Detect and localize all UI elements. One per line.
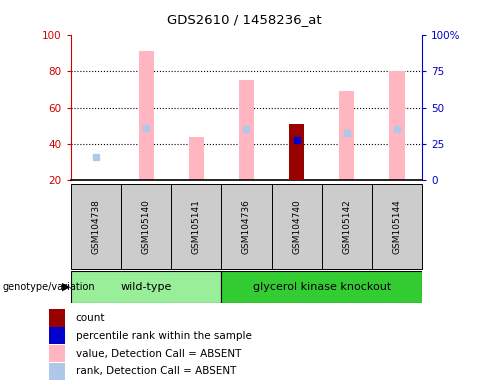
- Text: GSM104736: GSM104736: [242, 199, 251, 254]
- Text: percentile rank within the sample: percentile rank within the sample: [76, 331, 252, 341]
- Bar: [121, 184, 171, 269]
- Text: GSM105144: GSM105144: [392, 199, 402, 254]
- Bar: [222, 271, 422, 303]
- Bar: [271, 184, 322, 269]
- Text: GSM105141: GSM105141: [192, 199, 201, 254]
- Text: GSM104738: GSM104738: [91, 199, 101, 254]
- Text: GSM105142: GSM105142: [342, 199, 351, 254]
- Bar: [49, 363, 65, 380]
- Bar: [49, 345, 65, 362]
- Text: GDS2610 / 1458236_at: GDS2610 / 1458236_at: [167, 13, 321, 26]
- Bar: [171, 184, 222, 269]
- Bar: [71, 271, 222, 303]
- Text: glycerol kinase knockout: glycerol kinase knockout: [253, 282, 391, 292]
- Bar: [71, 184, 121, 269]
- Bar: [322, 184, 372, 269]
- Bar: [49, 327, 65, 344]
- Bar: [389, 71, 405, 180]
- Bar: [189, 137, 204, 180]
- Bar: [239, 80, 254, 180]
- Text: genotype/variation: genotype/variation: [2, 282, 95, 292]
- Text: rank, Detection Call = ABSENT: rank, Detection Call = ABSENT: [76, 366, 236, 376]
- Bar: [139, 51, 154, 180]
- Text: ▶: ▶: [61, 282, 70, 292]
- Bar: [49, 310, 65, 326]
- Text: GSM105140: GSM105140: [142, 199, 151, 254]
- Bar: [222, 184, 271, 269]
- Bar: [289, 124, 304, 180]
- Bar: [339, 91, 354, 180]
- Text: wild-type: wild-type: [121, 282, 172, 292]
- Text: GSM104740: GSM104740: [292, 199, 301, 254]
- Text: count: count: [76, 313, 105, 323]
- Bar: [372, 184, 422, 269]
- Text: value, Detection Call = ABSENT: value, Detection Call = ABSENT: [76, 349, 241, 359]
